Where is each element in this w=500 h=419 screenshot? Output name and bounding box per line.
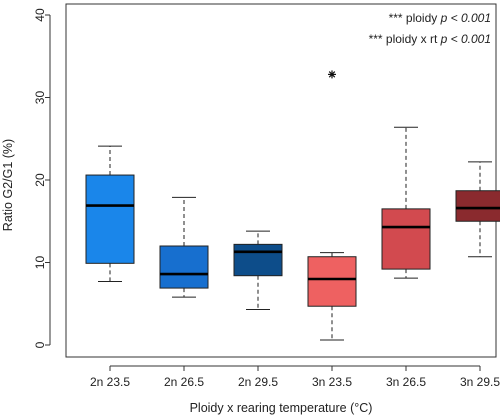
- annotations: *** ploidy p < 0.001 *** ploidy x rt p < …: [369, 11, 491, 46]
- y-tick-label: 30: [33, 91, 47, 105]
- x-tick-label: 3n 23.5: [312, 375, 352, 389]
- y-tick-label: 10: [33, 256, 47, 270]
- x-tick-label: 2n 23.5: [90, 375, 130, 389]
- box-2n-26-5: [159, 196, 209, 298]
- box-2n-29-5: [233, 230, 283, 311]
- iqr-box: [159, 245, 209, 289]
- box-3n-26-5: [381, 126, 431, 279]
- y-axis: 0 10 20 30 40: [33, 8, 51, 348]
- significance-annotation: *** ploidy x rt p < 0.001: [369, 32, 491, 46]
- plot-frame: [65, 3, 497, 358]
- y-axis-title: Ratio G2/G1 (%): [1, 139, 15, 231]
- iqr-box: [233, 243, 283, 277]
- y-tick-label: 40: [33, 8, 47, 22]
- x-tick-label: 2n 26.5: [164, 375, 204, 389]
- x-axis-title: Ploidy x rearing temperature (°C): [190, 401, 373, 415]
- iqr-box: [307, 256, 357, 307]
- boxes-layer: [85, 126, 500, 341]
- box-3n-29-5: [455, 161, 500, 258]
- y-tick-label: 0: [33, 341, 47, 348]
- box-2n-23-5: [85, 145, 135, 282]
- outliers-layer: [328, 70, 336, 79]
- iqr-box: [381, 208, 431, 270]
- x-axis: 2n 23.5 2n 26.5 2n 29.5 3n 23.5 3n 26.5 3n 29…: [90, 365, 500, 389]
- x-tick-label: 2n 29.5: [238, 375, 278, 389]
- y-tick-label: 20: [33, 173, 47, 187]
- x-tick-label: 3n 29.5: [460, 375, 500, 389]
- significance-annotation: *** ploidy p < 0.001: [389, 11, 491, 25]
- x-tick-label: 3n 26.5: [386, 375, 426, 389]
- box-3n-23-5: [307, 252, 357, 341]
- iqr-box: [85, 174, 135, 264]
- iqr-box: [455, 190, 500, 222]
- outlier-point: [328, 70, 336, 79]
